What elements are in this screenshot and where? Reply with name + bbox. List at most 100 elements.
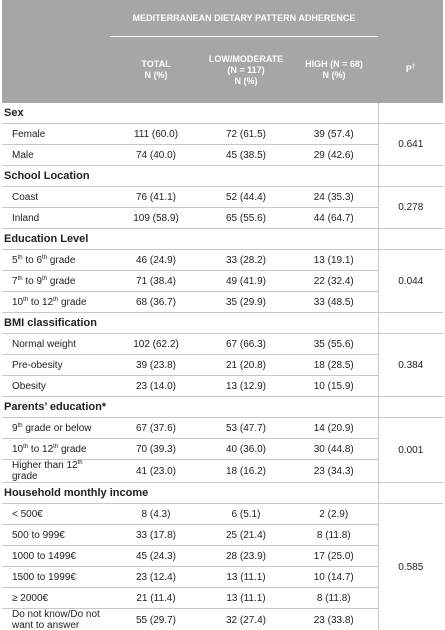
text: 5 — [12, 254, 18, 266]
cell: 13 (11.1) — [202, 587, 290, 609]
cell: 76 (41.1) — [110, 186, 202, 208]
cell: 46 (24.9) — [110, 249, 202, 271]
p-cell — [377, 228, 444, 250]
row-label: < 500€ — [2, 503, 110, 525]
row-label: 7th to 9th grade — [2, 270, 110, 292]
cell: 32 (27.4) — [202, 608, 290, 630]
header-row: TOTAL N (%) LOW/MODERATE (N = 117) N (%) HIGH… — [2, 36, 444, 103]
superscript: th — [23, 296, 29, 303]
cell: 45 (24.3) — [110, 545, 202, 567]
p-cell — [377, 103, 444, 124]
section-title: Parents’ education* — [2, 396, 379, 418]
text: 1500 to 1999€ — [12, 571, 76, 583]
p-value: 0.384 — [377, 333, 444, 397]
column-header-line: TOTAL — [141, 59, 171, 69]
cell: 22 (32.4) — [290, 270, 379, 292]
row-label: Do not know/Do not want to answer — [2, 608, 110, 630]
p-cell — [377, 482, 444, 504]
cell: 74 (40.0) — [110, 144, 202, 166]
cell: 10 (15.9) — [290, 375, 379, 397]
table-body: Sex Female 111 (60.0) 72 (61.5) 39 (57.4) 0.6… — [2, 103, 444, 630]
data-row: Inland 109 (58.9) 65 (55.6) 44 (64.7) — [2, 207, 443, 229]
cell: 8 (4.3) — [110, 503, 202, 525]
superscript: th — [77, 460, 83, 466]
cell: 55 (29.7) — [110, 608, 202, 630]
header-cell — [2, 0, 110, 37]
section-row: Education Level — [2, 228, 444, 250]
p-value: 0.001 — [377, 417, 444, 483]
header-cell — [2, 36, 110, 103]
row-label: Inland — [2, 207, 110, 229]
section-row: BMI classification — [2, 312, 444, 334]
column-header-line: (N = 117) — [227, 64, 265, 75]
data-row: 10th to 12th grade 68 (36.7) 35 (29.9) 33 (… — [2, 291, 443, 313]
cell: 2 (2.9) — [290, 503, 379, 525]
text: to 6 — [22, 254, 43, 266]
data-row: Do not know/Do not want to answer 55 (29.… — [2, 608, 443, 630]
row-label: Obesity — [2, 375, 110, 397]
row-label: 10th to 12th grade — [2, 291, 110, 313]
data-row: 10th to 12th grade 70 (39.3) 40 (36.0) 30 (… — [2, 438, 443, 460]
data-row: 1500 to 1999€ 23 (12.4) 13 (11.1) 10 (14.7) — [2, 566, 443, 588]
data-row: Normal weight 102 (62.2) 67 (66.3) 35 (55.6… — [2, 333, 444, 397]
superscript: th — [53, 443, 59, 450]
section-row: School Location — [2, 165, 444, 187]
cell: 23 (34.3) — [290, 459, 379, 483]
section-title: Sex — [2, 103, 379, 124]
cell: 40 (36.0) — [202, 438, 290, 460]
p-cell — [377, 312, 444, 334]
p-cell — [377, 165, 444, 187]
data-row: Coast 76 (41.1) 52 (44.4) 24 (35.3) 0.278 — [2, 186, 444, 229]
text: Do not know/Do not want to answer — [12, 609, 100, 630]
text: grade — [47, 275, 76, 287]
cell: 35 (29.9) — [202, 291, 290, 313]
cell: 67 (66.3) — [202, 333, 290, 355]
cell: 39 (23.8) — [110, 354, 202, 376]
row-label: 10th to 12th grade — [2, 438, 110, 460]
section-row: Parents’ education* — [2, 396, 444, 418]
cell: 52 (44.4) — [202, 186, 290, 208]
section-row: Sex — [2, 103, 444, 124]
data-row: Obesity 23 (14.0) 13 (12.9) 10 (15.9) — [2, 375, 443, 397]
cell: 28 (23.9) — [202, 545, 290, 567]
cell: 18 (16.2) — [202, 459, 290, 483]
cell: 25 (21.4) — [202, 524, 290, 546]
cell: 21 (20.8) — [202, 354, 290, 376]
cell: 44 (64.7) — [290, 207, 379, 229]
cell: 10 (14.7) — [290, 566, 379, 588]
p-value: 0.641 — [377, 123, 444, 166]
text: 7 — [12, 275, 18, 287]
column-header: LOW/MODERATE (N = 117) N (%) — [202, 36, 290, 103]
cell: 65 (55.6) — [202, 207, 290, 229]
text: Pre-obesity — [12, 359, 63, 371]
section-title: School Location — [2, 165, 379, 187]
text: Sex — [4, 106, 24, 119]
text: 10 — [12, 296, 24, 308]
column-header-line: HIGH (N = 68) — [305, 59, 363, 69]
cell: 102 (62.2) — [110, 333, 202, 355]
text: Higher than 12 — [12, 460, 78, 471]
data-row: Pre-obesity 39 (23.8) 21 (20.8) 18 (28.5) — [2, 354, 443, 376]
text: Parents’ education* — [4, 400, 107, 413]
text: Normal weight — [12, 338, 76, 350]
cell: 70 (39.3) — [110, 438, 202, 460]
text: to 12 — [28, 296, 54, 308]
superscript: th — [17, 254, 23, 261]
cell: 23 (12.4) — [110, 566, 202, 588]
cell: 35 (55.6) — [290, 333, 379, 355]
row-label: ≥ 2000€ — [2, 587, 110, 609]
row-label: 500 to 999€ — [2, 524, 110, 546]
text: ≥ 2000€ — [12, 592, 49, 604]
text: to 12 — [28, 443, 54, 455]
cell: 13 (19.1) — [290, 249, 379, 271]
cell: 18 (28.5) — [290, 354, 379, 376]
cell: 13 (12.9) — [202, 375, 290, 397]
cell: 111 (60.0) — [110, 123, 202, 145]
cell: 33 (48.5) — [290, 291, 379, 313]
cell: 68 (36.7) — [110, 291, 202, 313]
cell: 23 (14.0) — [110, 375, 202, 397]
cell: 53 (47.7) — [202, 417, 290, 439]
data-row: 500 to 999€ 33 (17.8) 25 (21.4) 8 (11.8) — [2, 524, 443, 546]
cell: 13 (11.1) — [202, 566, 290, 588]
